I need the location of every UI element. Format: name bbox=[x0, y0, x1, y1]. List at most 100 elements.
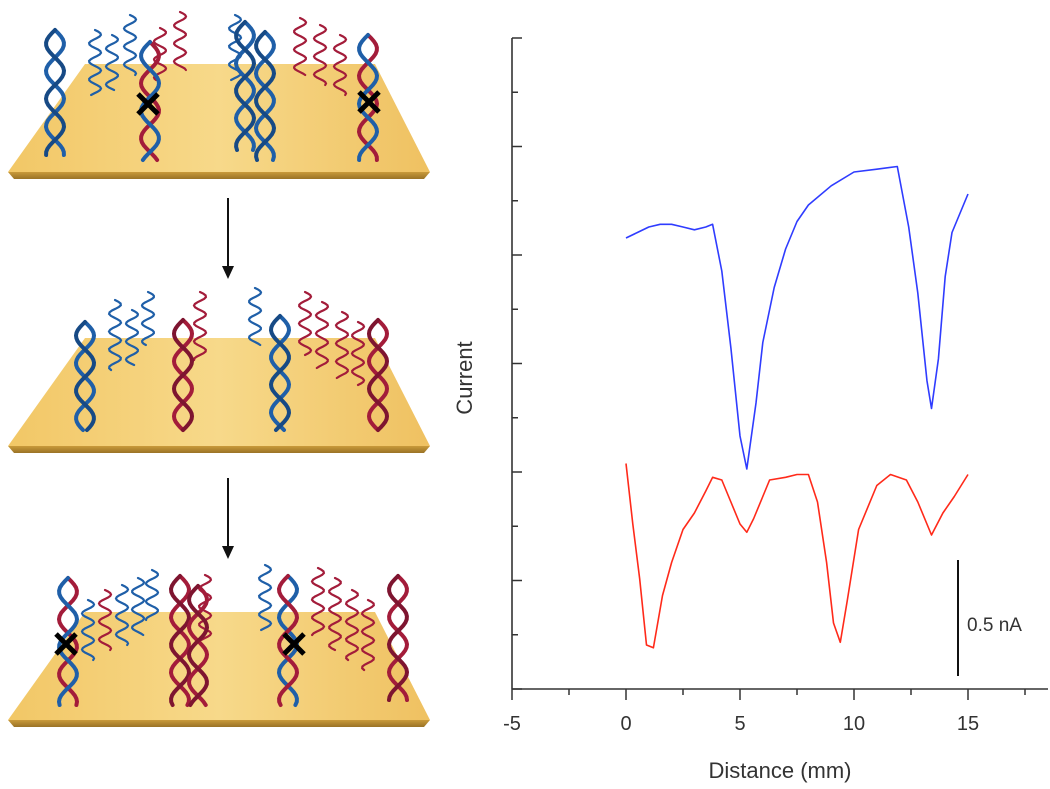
dna-strand bbox=[107, 298, 123, 372]
ssdna bbox=[192, 290, 208, 362]
x-tick-label: -5 bbox=[503, 713, 521, 735]
dna-strand bbox=[227, 13, 243, 82]
dna-strand bbox=[114, 583, 130, 647]
ssdna bbox=[107, 298, 123, 372]
dna-strand bbox=[144, 568, 160, 622]
dna-strand bbox=[328, 576, 342, 652]
ssdna bbox=[124, 308, 140, 367]
dna-helix bbox=[233, 20, 257, 152]
gold-edge bbox=[8, 446, 430, 453]
dna-helix bbox=[386, 574, 410, 702]
dna-strand bbox=[80, 598, 96, 662]
ssdna bbox=[140, 290, 156, 347]
gold-surface bbox=[8, 64, 430, 172]
gold-surface bbox=[8, 612, 430, 720]
dna-strand bbox=[268, 314, 292, 432]
dna-strand bbox=[334, 310, 350, 380]
dna-strand bbox=[257, 563, 273, 632]
panel-1 bbox=[8, 10, 430, 179]
x-tick-label: 5 bbox=[734, 713, 745, 735]
current-distance-chart: -5 0 5 10 15 Distance (mm) Current 0.5 nA bbox=[452, 37, 1048, 783]
dna-strand bbox=[43, 28, 67, 157]
ssdna bbox=[97, 588, 113, 652]
panel-3 bbox=[8, 563, 430, 727]
dna-strand bbox=[97, 588, 113, 652]
dna-strand bbox=[366, 318, 390, 432]
x-tick-label: 0 bbox=[620, 713, 631, 735]
scale-bar: 0.5 nA bbox=[957, 560, 1022, 676]
dna-strand bbox=[310, 566, 326, 637]
dna-strand bbox=[186, 584, 210, 707]
dna-strand bbox=[292, 16, 308, 77]
dna-strand bbox=[104, 33, 120, 92]
ssdna bbox=[334, 310, 350, 380]
ssdna bbox=[328, 576, 342, 652]
series-layer bbox=[625, 165, 969, 649]
ssdna bbox=[314, 300, 330, 370]
y-axis-label: Current bbox=[452, 341, 477, 414]
mismatch-x-icon bbox=[54, 632, 78, 656]
dna-helix bbox=[253, 30, 277, 162]
ssdna bbox=[172, 10, 188, 72]
dna-strand bbox=[152, 26, 168, 82]
x-axis-label: Distance (mm) bbox=[708, 758, 851, 783]
dna-helix bbox=[168, 574, 192, 707]
dna-strand bbox=[253, 30, 276, 162]
ssdna bbox=[310, 566, 326, 637]
series-line-1 bbox=[625, 165, 969, 470]
dna-strand bbox=[130, 576, 146, 637]
dna-helix bbox=[73, 320, 97, 432]
dna-strand bbox=[186, 584, 210, 707]
series-line-2 bbox=[625, 463, 969, 649]
ssdna bbox=[104, 33, 120, 92]
x-tick-labels: -5 0 5 10 15 bbox=[503, 713, 979, 735]
dna-strand bbox=[344, 588, 360, 662]
dna-strand bbox=[268, 314, 292, 432]
dna-strand bbox=[233, 20, 256, 152]
ssdna bbox=[152, 26, 168, 82]
gold-surface bbox=[8, 338, 430, 446]
dna-strand bbox=[171, 318, 195, 432]
dna-strand bbox=[332, 33, 348, 97]
ssdna bbox=[292, 16, 308, 77]
dna-strand bbox=[168, 574, 192, 707]
ssdna bbox=[344, 588, 360, 662]
dna-strand bbox=[350, 320, 366, 387]
dna-strand bbox=[386, 574, 410, 702]
ssdna bbox=[257, 563, 273, 632]
ssdna bbox=[130, 576, 146, 637]
x-tick-label: 10 bbox=[843, 713, 865, 735]
scale-bar-label: 0.5 nA bbox=[967, 615, 1022, 636]
ssdna bbox=[144, 568, 160, 622]
mismatch-x-icon bbox=[357, 90, 381, 114]
dna-strand bbox=[172, 10, 188, 72]
ssdna bbox=[332, 33, 348, 97]
dna-helix bbox=[43, 28, 67, 157]
gold-plate-2 bbox=[8, 338, 430, 453]
dna-strand bbox=[386, 574, 410, 702]
dna-helix bbox=[268, 314, 292, 432]
dna-strand bbox=[276, 574, 300, 707]
dna-strand bbox=[124, 308, 140, 367]
dna-strand bbox=[87, 28, 103, 97]
mismatch-x-icon bbox=[282, 632, 306, 656]
dna-strand bbox=[314, 300, 330, 370]
dna-strand bbox=[192, 290, 208, 362]
x-tick-label: 15 bbox=[957, 713, 979, 735]
ssdna bbox=[80, 598, 96, 662]
dna-strand bbox=[73, 320, 97, 432]
x-ticks bbox=[511, 689, 1026, 700]
ssdna bbox=[122, 13, 138, 77]
dna-schematic bbox=[8, 10, 430, 727]
gold-plate-3 bbox=[8, 612, 430, 727]
dna-strand bbox=[297, 290, 313, 357]
ssdna bbox=[350, 320, 366, 387]
dna-strand bbox=[234, 20, 257, 152]
dna-strand bbox=[247, 286, 263, 347]
ssdna bbox=[312, 23, 328, 87]
dna-helix bbox=[186, 584, 210, 707]
gold-edge bbox=[8, 720, 430, 727]
process-arrow-2 bbox=[222, 478, 234, 559]
dna-strand bbox=[168, 574, 192, 707]
ssdna bbox=[297, 290, 313, 357]
